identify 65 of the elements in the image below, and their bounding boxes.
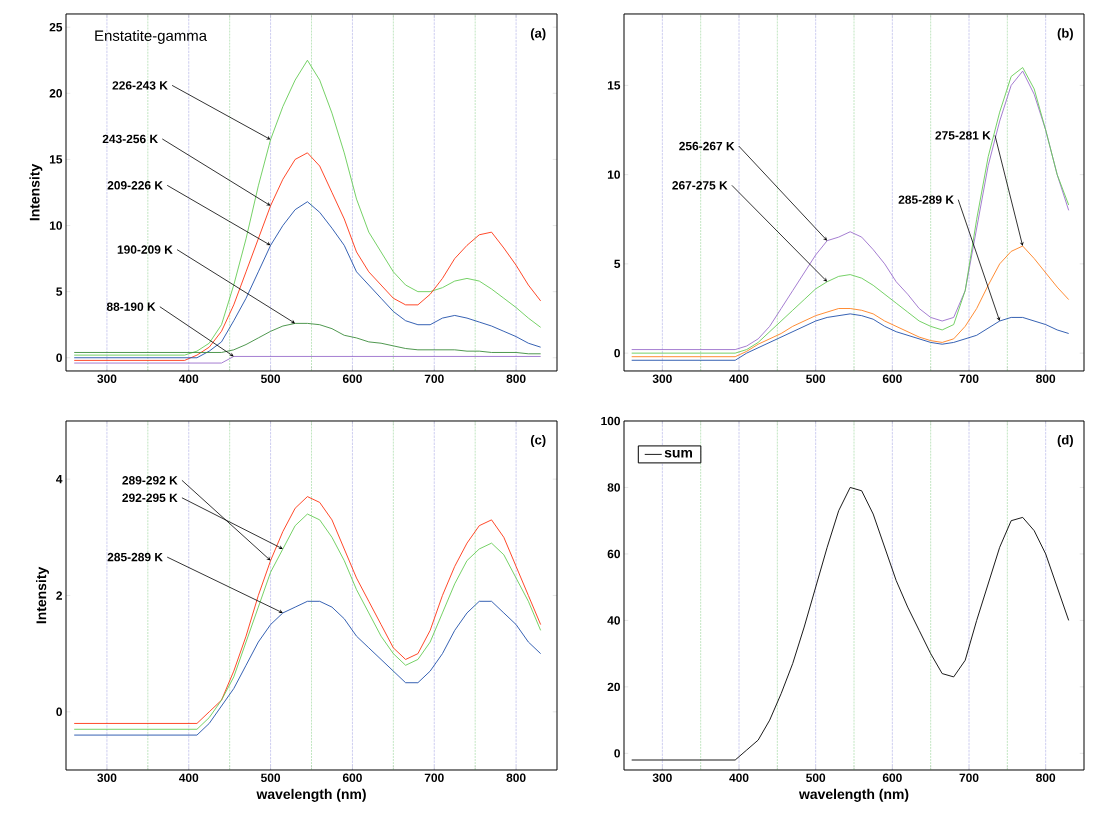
y-tick-label: 2 [56,591,63,600]
text: (a) [530,28,546,41]
y-tick-label: 10 [607,170,620,179]
text: (b) [1057,28,1073,41]
x-tick-label: 300 [97,773,117,782]
x-tick-label: 800 [506,374,526,383]
annotation: 243-256 K [102,134,158,144]
annotation: 190-209 K [117,245,173,254]
annotation: 256-267 K [679,141,735,151]
x-axis-title: wavelength (nm) [798,788,909,802]
x-tick-label: 700 [959,374,979,383]
annotation: 209-226 K [107,181,163,190]
annotation: 292-295 K [122,493,178,502]
annotation: 267-275 K [672,181,728,190]
y-tick-label: 60 [607,549,620,559]
y-tick-label: 5 [56,287,63,296]
x-tick-label: 400 [178,773,199,782]
y-axis-title: Intensity [29,163,43,221]
text: (c) [530,434,546,448]
y-tick-label: 80 [607,483,620,492]
x-tick-label: 700 [959,773,979,782]
y-tick-label: 5 [614,259,621,269]
y-tick-label: 0 [614,749,620,758]
x-tick-label: 700 [424,374,444,383]
x-tick-label: 800 [506,773,526,782]
x-tick-label: 300 [652,374,672,383]
x-tick-label: 500 [806,773,826,782]
annotation: 275-281 K [935,131,991,140]
x-tick-label: 600 [882,773,902,782]
x-tick-label: 500 [806,374,826,383]
x-tick-label: 700 [424,773,444,782]
y-tick-label: 4 [56,475,63,484]
y-tick-label: 20 [49,89,62,98]
text: (d) [1057,434,1073,448]
annotation: 289-292 K [122,476,178,485]
y-tick-label: 0 [56,353,62,362]
x-tick-label: 400 [178,374,199,383]
x-tick-label: 300 [652,773,672,782]
x-tick-label: 800 [1036,374,1056,383]
y-tick-label: 15 [607,81,621,90]
x-tick-label: 400 [729,374,749,383]
annotation: Enstatite-gamma [95,30,208,44]
y-tick-label: 0 [614,348,620,358]
x-tick-label: 800 [1036,773,1056,782]
y-tick-label: 20 [607,682,620,692]
y-tick-label: 100 [601,416,620,426]
y-tick-label: 15 [49,155,63,164]
x-tick-label: 500 [260,374,281,383]
x-tick-label: 600 [342,374,362,383]
x-tick-label: 600 [882,374,902,383]
annotation: 226-243 K [112,81,168,90]
y-tick-label: 10 [49,221,62,230]
x-axis-title: wavelength (nm) [256,788,366,802]
y-tick-label: 40 [607,616,620,625]
y-axis-title: Intensity [36,566,49,624]
y-tick-label: 0 [56,707,62,717]
annotation: 285-289 K [107,552,163,562]
annotation: 285-289 K [898,195,954,204]
x-tick-label: 300 [97,374,117,383]
x-tick-label: 600 [342,773,362,782]
x-tick-label: 500 [260,773,281,782]
legend-label: sum [664,449,693,458]
annotation: 88-190 K [106,302,156,311]
y-tick-label: 25 [49,22,63,32]
x-tick-label: 400 [729,773,749,782]
